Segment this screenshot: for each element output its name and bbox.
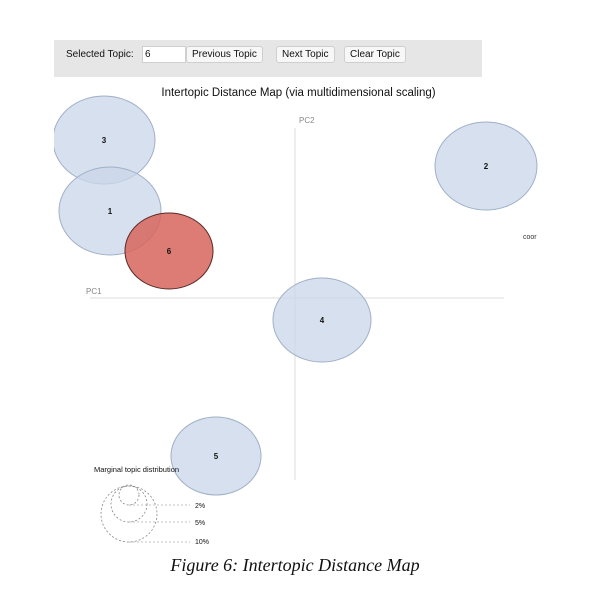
legend-circle-2 <box>118 484 140 506</box>
topic-toolbar: Selected Topic: Previous Topic Next Topi… <box>54 40 482 77</box>
selected-topic-input[interactable] <box>142 46 186 63</box>
next-topic-button[interactable]: Next Topic <box>276 46 335 63</box>
ldavis-panel: Selected Topic: Previous Topic Next Topi… <box>54 40 543 549</box>
map-title: Intertopic Distance Map (via multidimens… <box>161 87 436 99</box>
marginal-distribution-legend: Marginal topic distribution 2% 5% 10% <box>94 465 209 546</box>
topic-1-label: 1 <box>108 207 113 216</box>
intertopic-map: PC2 PC1 coor 3 2 1 6 4 5 Margin <box>54 95 538 546</box>
topic-6-label: 6 <box>167 247 172 256</box>
clear-topic-button[interactable]: Clear Topic <box>344 46 406 63</box>
topic-5-label: 5 <box>214 452 219 461</box>
topic-6-bubble[interactable] <box>124 212 214 290</box>
legend-circle-5 <box>110 485 148 523</box>
topic-2-label: 2 <box>484 162 489 171</box>
topic-circle-6[interactable]: 6 <box>124 212 214 290</box>
legend-title: Marginal topic distribution <box>94 465 179 474</box>
topic-circle-5[interactable]: 5 <box>170 416 262 496</box>
topic-2-bubble[interactable] <box>434 121 538 211</box>
pc1-label: PC1 <box>86 287 102 296</box>
topic-4-bubble[interactable] <box>272 277 372 363</box>
pc2-label: PC2 <box>299 116 315 125</box>
legend-label-2: 2% <box>195 503 205 510</box>
previous-topic-button[interactable]: Previous Topic <box>186 46 263 63</box>
topic-5-bubble[interactable] <box>170 416 262 496</box>
side-label: coor <box>523 234 537 241</box>
legend-circle-10 <box>100 485 158 543</box>
legend-label-5: 5% <box>195 520 205 527</box>
legend-label-10: 10% <box>195 539 209 546</box>
topic-circle-4[interactable]: 4 <box>272 277 372 363</box>
figure-caption: Figure 6: Intertopic Distance Map <box>170 555 420 575</box>
topic-4-label: 4 <box>320 316 325 325</box>
topic-3-label: 3 <box>102 136 107 145</box>
topic-circle-2[interactable]: 2 <box>434 121 538 211</box>
selected-topic-label: Selected Topic: <box>66 49 134 60</box>
